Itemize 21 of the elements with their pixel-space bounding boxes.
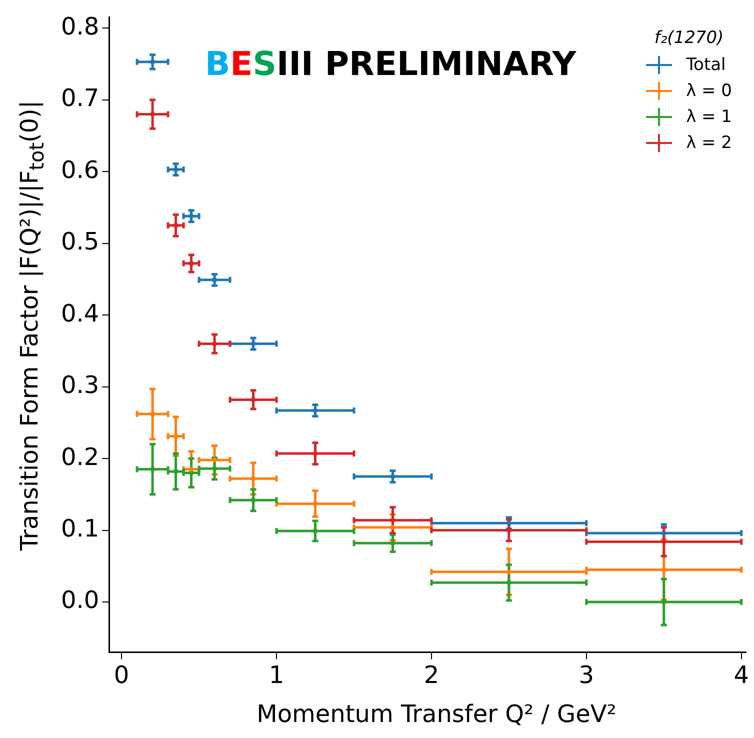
y-tick-label: 0.2 — [60, 442, 100, 471]
y-tick-label: 0.4 — [60, 299, 100, 328]
x-tick-label: 1 — [268, 660, 284, 689]
legend-label: λ = 2 — [686, 133, 732, 153]
y-tick-label: 0.8 — [60, 12, 100, 40]
x-tick-label: 3 — [578, 660, 594, 689]
legend-title: f₂(1270) — [653, 28, 725, 48]
x-tick-label: 0 — [114, 660, 130, 689]
y-tick-label: 0.5 — [60, 228, 100, 256]
legend-label: Total — [686, 55, 726, 75]
text: BESIII PRELIMINARY — [205, 44, 576, 83]
y-tick-label: 0.6 — [60, 156, 100, 184]
x-tick-label: 2 — [424, 660, 440, 689]
legend-label: λ = 0 — [686, 81, 732, 101]
legend-label: λ = 1 — [686, 107, 732, 127]
x-axis-title: Momentum Transfer Q² / GeV² — [256, 700, 618, 728]
y-tick-label: 0.0 — [60, 586, 100, 614]
y-tick-label: 0.1 — [60, 514, 100, 542]
y-tick-label: 0.7 — [60, 84, 100, 112]
y-tick-label: 0.3 — [60, 371, 100, 400]
x-tick-label: 4 — [734, 660, 749, 689]
